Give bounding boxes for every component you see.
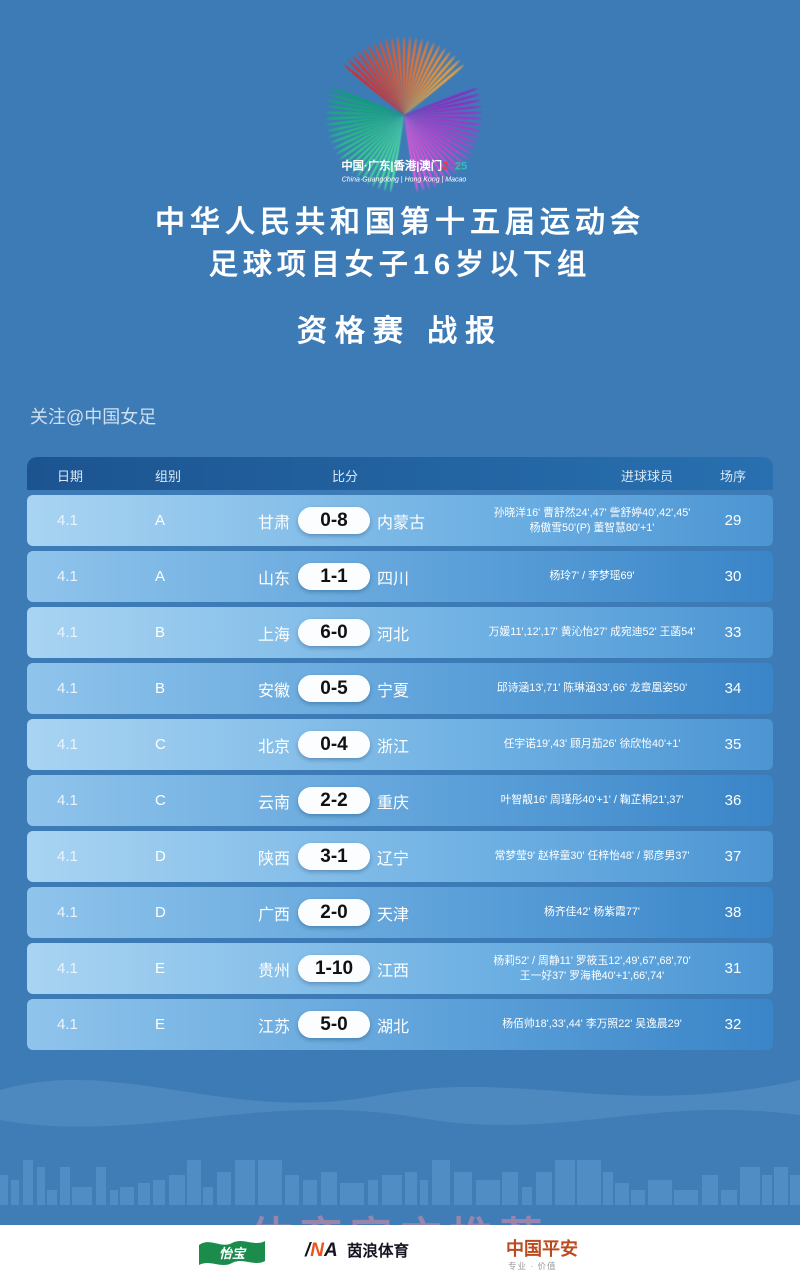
- svg-text:茵浪体育: 茵浪体育: [347, 1241, 409, 1260]
- svg-text:怡宝: 怡宝: [219, 1246, 247, 1261]
- svg-text:专业 · 价值: 专业 · 价值: [508, 1261, 557, 1271]
- svg-text:China·Guangdong | Hong Kong |: China·Guangdong | Hong Kong | Macao: [342, 177, 467, 184]
- svg-text:/NA: /NA: [304, 1240, 338, 1261]
- svg-text:中国·广东|香港|澳门2025: 中国·广东|香港|澳门2025: [341, 159, 467, 173]
- svg-text:中国平安: 中国平安: [506, 1238, 578, 1259]
